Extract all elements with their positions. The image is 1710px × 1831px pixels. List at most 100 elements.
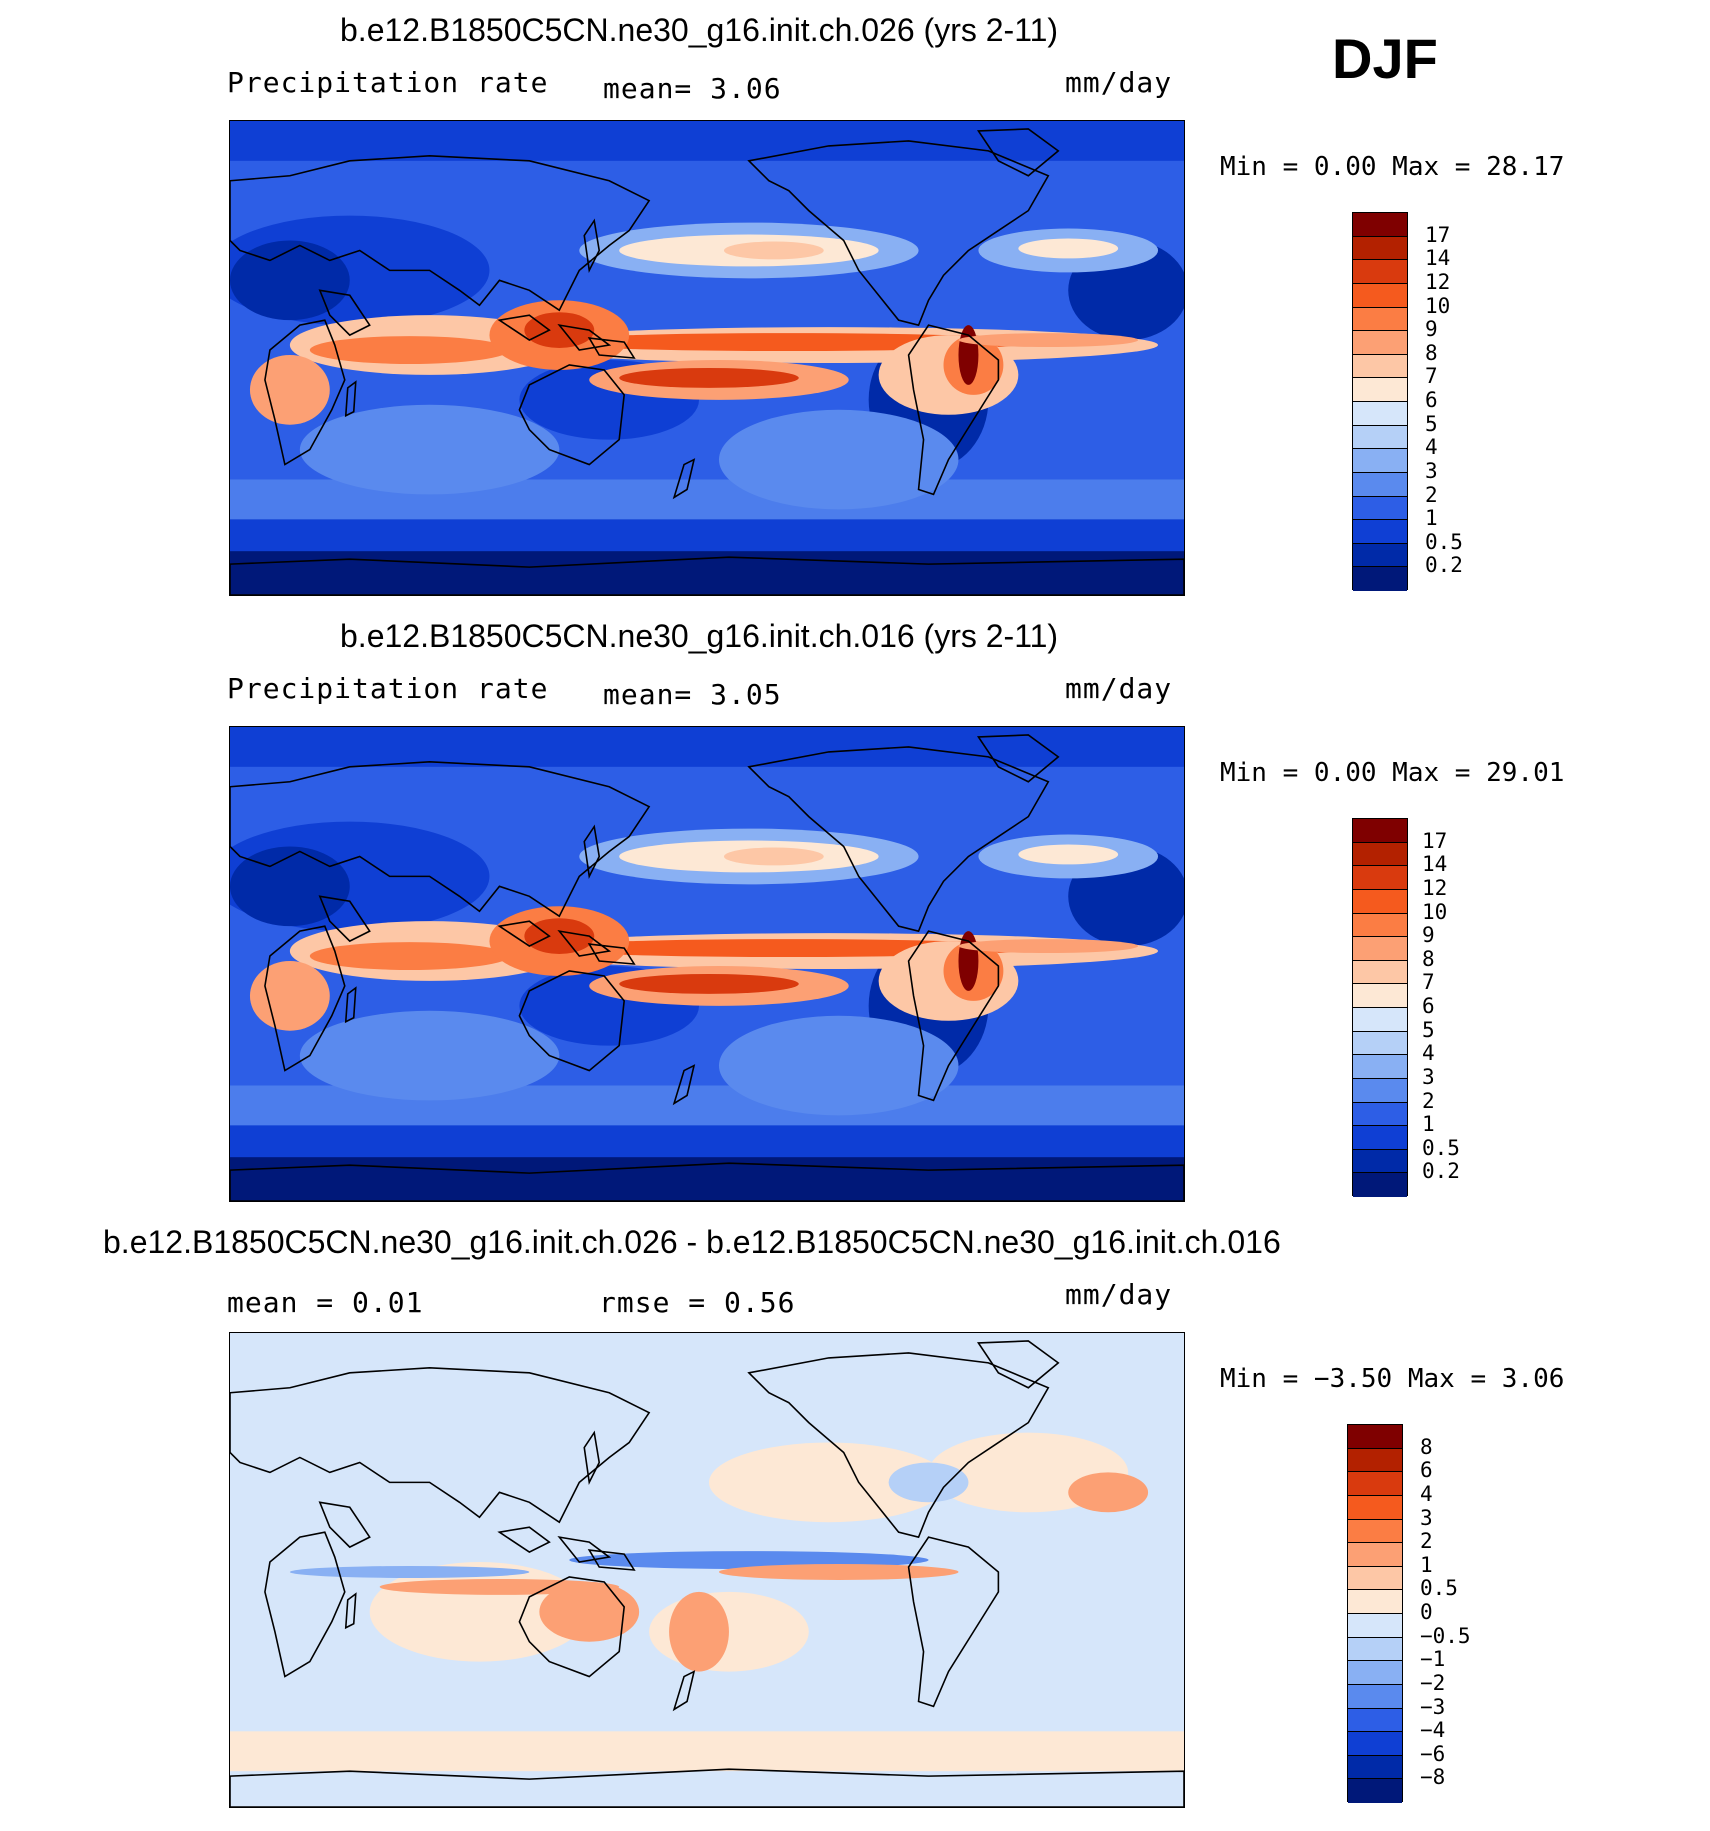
colorbar-swatch: [1353, 1031, 1407, 1056]
colorbar-tick-label: 10: [1425, 293, 1451, 318]
colorbar-tick-label: 0.5: [1425, 529, 1463, 554]
colorbar-tick-label: 7: [1422, 970, 1435, 995]
coastline: [497, 1526, 612, 1563]
colorbar-tick-label: 8: [1420, 1434, 1433, 1459]
colorbar-swatch: [1353, 1055, 1407, 1079]
colorbar-swatch: [1353, 1149, 1407, 1174]
colorbar-swatch: [1353, 819, 1407, 843]
coastline: [264, 925, 346, 1072]
colorbar-tick-label: 7: [1425, 364, 1438, 389]
colorbar-tick-label: 14: [1425, 246, 1451, 271]
coastline: [747, 1352, 1050, 1539]
panel1-variable-label: Precipitation rate: [227, 66, 549, 99]
colorbar-swatch: [1348, 1425, 1402, 1449]
colorbar-swatch: [1353, 378, 1407, 402]
colorbar-tick-label: 6: [1422, 994, 1435, 1018]
colorbar-swatch: [1353, 260, 1407, 284]
coastline: [264, 1531, 346, 1678]
colorbar-tick-label: 12: [1422, 875, 1448, 900]
colorbar-tick-label: 4: [1420, 1481, 1433, 1506]
coastline: [907, 1536, 1000, 1708]
coastline: [344, 1592, 357, 1630]
panel3-map: [229, 1332, 1185, 1808]
colorbar-swatch: [1348, 1708, 1402, 1733]
colorbar-swatch: [1353, 1008, 1407, 1032]
colorbar-tick-label: 6: [1425, 388, 1438, 412]
panel1-map: [229, 120, 1185, 596]
colorbar-swatch: [1348, 1732, 1402, 1756]
colorbar-swatch: [1348, 1519, 1402, 1544]
panel1-colorbar: [1352, 212, 1408, 591]
panel3-units-label: mm/day: [1065, 1278, 1173, 1311]
coastline: [230, 1367, 651, 1524]
colorbar-swatch: [1353, 472, 1407, 497]
colorbar-swatch: [1348, 1684, 1402, 1709]
colorbar-tick-label: 1: [1420, 1552, 1433, 1577]
colorbar-tick-label: 0: [1420, 1600, 1433, 1624]
colorbar-swatch: [1348, 1590, 1402, 1614]
coastline: [344, 986, 357, 1024]
colorbar-swatch: [1353, 283, 1407, 308]
panel1-mean-label: mean= 3.06: [603, 72, 782, 105]
coastline: [497, 314, 612, 351]
colorbar-tick-label: 6: [1420, 1458, 1433, 1483]
colorbar-tick-label: −4: [1420, 1718, 1446, 1743]
colorbar-swatch: [1353, 567, 1407, 591]
coastline: [672, 1670, 696, 1712]
panel3-minmax: Min = −3.50 Max = 3.06: [1220, 1364, 1565, 1394]
coastline: [264, 319, 346, 466]
colorbar-swatch: [1348, 1779, 1402, 1803]
colorbar-tick-label: 10: [1422, 899, 1448, 924]
colorbar-tick-label: 9: [1425, 317, 1438, 342]
panel3-colorbar: [1347, 1424, 1403, 1803]
colorbar-tick-label: 0.2: [1425, 553, 1463, 578]
colorbar-tick-label: 0.2: [1422, 1159, 1460, 1184]
panel2-title: b.e12.B1850C5CN.ne30_g16.init.ch.016 (yr…: [340, 618, 1059, 654]
colorbar-tick-label: −2: [1420, 1670, 1446, 1695]
coastline: [518, 364, 626, 466]
colorbar-tick-label: −0.5: [1420, 1623, 1471, 1648]
colorbar-swatch: [1353, 889, 1407, 914]
colorbar-tick-label: 2: [1420, 1529, 1433, 1554]
panel1-units-label: mm/day: [1065, 66, 1173, 99]
colorbar-tick-label: 1: [1422, 1112, 1435, 1137]
colorbar-tick-label: 3: [1422, 1064, 1435, 1089]
colorbar-tick-label: −1: [1420, 1647, 1446, 1672]
panel2-mean-label: mean= 3.05: [603, 678, 782, 711]
colorbar-swatch: [1353, 236, 1407, 261]
colorbar-swatch: [1348, 1448, 1402, 1473]
panel2-colorbar: [1352, 818, 1408, 1197]
colorbar-tick-label: 2: [1422, 1088, 1435, 1113]
colorbar-tick-label: 5: [1422, 1017, 1435, 1042]
colorbar-swatch: [1348, 1472, 1402, 1496]
colorbar-tick-label: 17: [1425, 222, 1451, 247]
colorbar-tick-label: 17: [1422, 828, 1448, 853]
colorbar-tick-label: 5: [1425, 411, 1438, 436]
coastline: [587, 1549, 636, 1571]
coastline: [230, 556, 1184, 595]
colorbar-swatch: [1348, 1661, 1402, 1685]
map-canvas: [230, 121, 1184, 595]
season-label: DJF: [1332, 27, 1438, 90]
coastline: [318, 289, 371, 337]
map-canvas: [230, 1333, 1184, 1807]
coastline: [230, 1162, 1184, 1201]
colorbar-swatch: [1353, 213, 1407, 237]
colorbar-tick-label: 12: [1425, 269, 1451, 294]
coastline: [672, 1064, 696, 1106]
colorbar-tick-label: 8: [1425, 340, 1438, 365]
coastline: [344, 380, 357, 418]
coastline: [747, 746, 1050, 933]
coastline: [518, 1576, 626, 1678]
coastline: [583, 1430, 601, 1486]
coastline: [583, 824, 601, 880]
colorbar-swatch: [1353, 520, 1407, 544]
colorbar-swatch: [1353, 543, 1407, 568]
colorbar-tick-label: 1: [1425, 506, 1438, 531]
colorbar-swatch: [1353, 1126, 1407, 1150]
coastline: [497, 920, 612, 957]
panel1-title: b.e12.B1850C5CN.ne30_g16.init.ch.026 (yr…: [340, 12, 1059, 48]
coastline: [976, 1340, 1060, 1389]
colorbar-swatch: [1353, 1078, 1407, 1103]
panel3-mean-label: mean = 0.01: [227, 1286, 424, 1319]
